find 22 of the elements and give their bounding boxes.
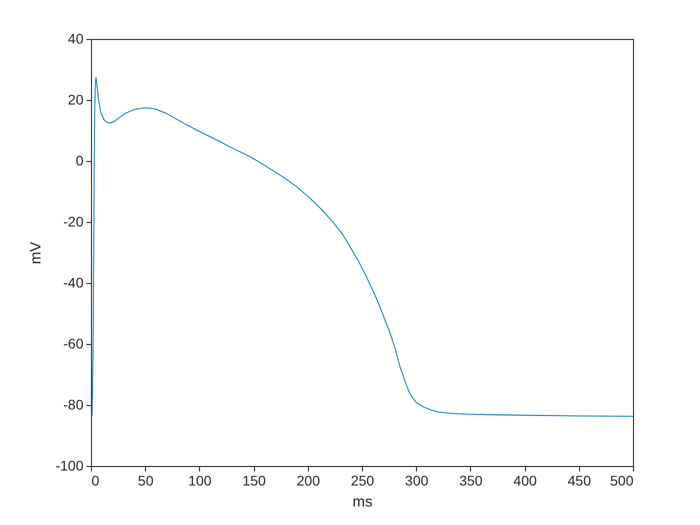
x-tick-label: 150 <box>242 472 266 488</box>
y-tick-label: -80 <box>63 396 84 412</box>
x-tick-label: 0 <box>92 472 100 488</box>
y-tick-label: -40 <box>63 274 84 290</box>
x-tick-label: 250 <box>350 472 374 488</box>
y-tick-label: 40 <box>68 30 84 46</box>
y-tick-label: 0 <box>76 152 84 168</box>
y-tick-label: -60 <box>63 336 84 352</box>
x-tick-label: 200 <box>296 472 320 488</box>
x-tick-label: 350 <box>459 472 483 488</box>
x-tick-label: 100 <box>188 472 212 488</box>
x-axis-title: ms <box>352 494 372 510</box>
y-axis-title: mV <box>27 242 44 264</box>
x-tick-label: 50 <box>138 472 154 488</box>
line-series <box>91 76 633 418</box>
x-tick-label: 450 <box>568 472 592 488</box>
y-tick-label: -100 <box>55 458 84 474</box>
y-tick-label: -20 <box>63 214 84 230</box>
x-tick-label: 400 <box>513 472 537 488</box>
x-tick-label: 300 <box>405 472 429 488</box>
x-tick-label: 500 <box>610 472 634 488</box>
y-tick-label: 20 <box>68 92 84 108</box>
